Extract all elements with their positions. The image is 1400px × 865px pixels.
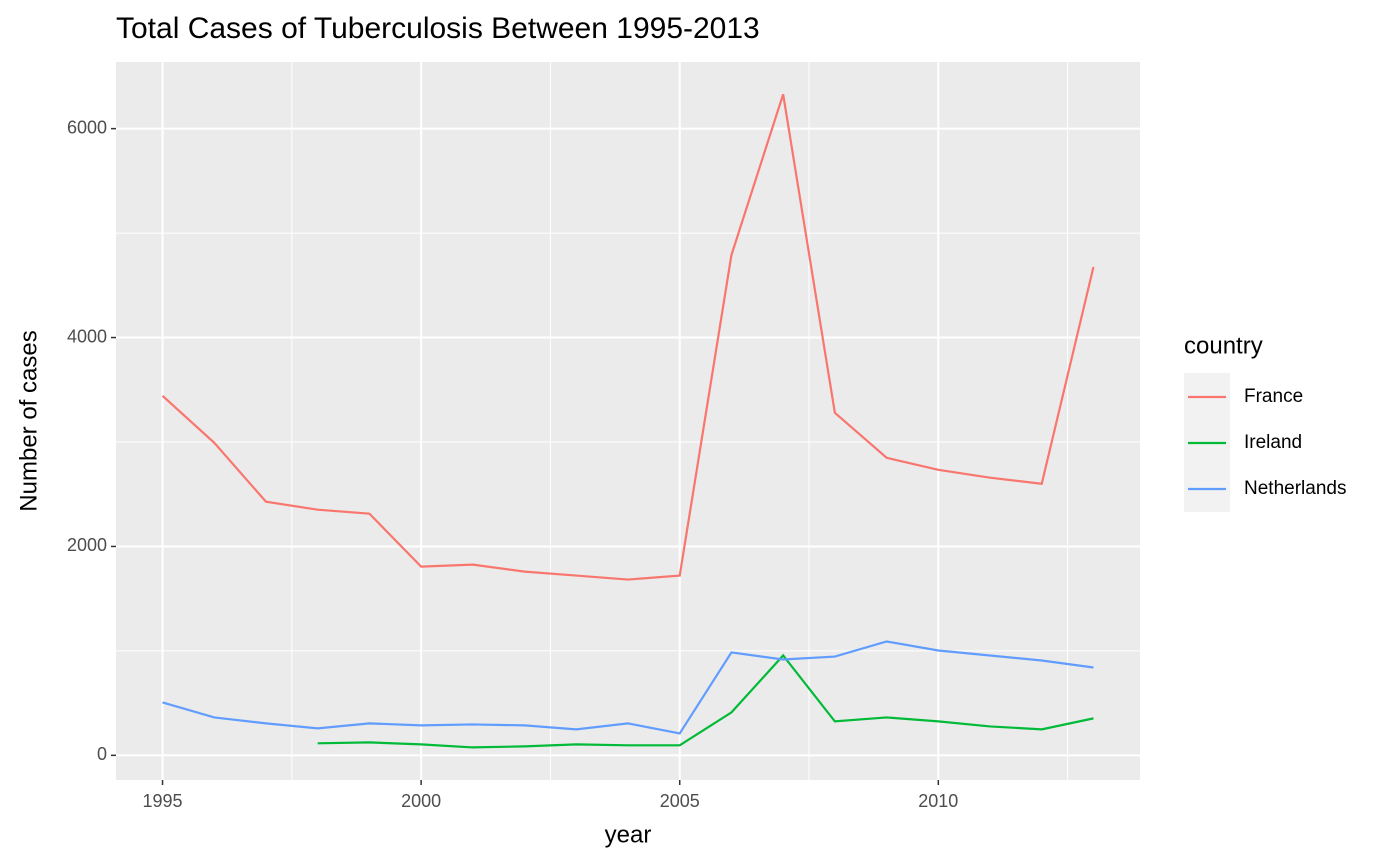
y-tick-label: 6000 bbox=[67, 117, 107, 137]
x-axis-title: year bbox=[605, 821, 652, 848]
legend-label: Netherlands bbox=[1244, 478, 1346, 499]
x-tick-label: 1995 bbox=[143, 791, 183, 811]
series-line bbox=[161, 93, 1095, 581]
x-tick-label: 2010 bbox=[918, 791, 958, 811]
y-tick-label: 0 bbox=[97, 744, 107, 764]
chart-title: Total Cases of Tuberculosis Between 1995… bbox=[116, 12, 760, 45]
legend-label: France bbox=[1244, 386, 1303, 407]
series-line bbox=[317, 653, 1094, 749]
y-axis-title: Number of cases bbox=[15, 330, 42, 511]
series-line bbox=[162, 640, 1094, 735]
y-tick-label: 2000 bbox=[67, 535, 107, 555]
y-tick-label: 4000 bbox=[67, 326, 107, 346]
x-tick-label: 2005 bbox=[660, 791, 700, 811]
x-tick-label: 2000 bbox=[401, 791, 441, 811]
panel bbox=[116, 62, 1140, 780]
legend-label: Ireland bbox=[1244, 432, 1302, 453]
legend-title: country bbox=[1184, 332, 1263, 359]
